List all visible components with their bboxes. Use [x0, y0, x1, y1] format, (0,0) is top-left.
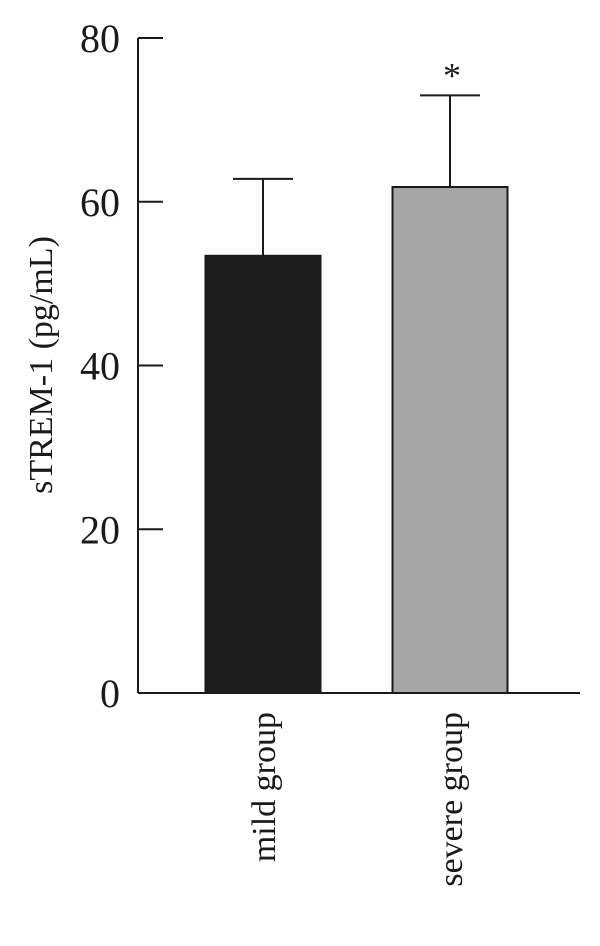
y-axis-label: sTREM-1 (pg/mL): [23, 236, 60, 494]
x-tick-label: mild group: [246, 712, 283, 862]
bar: [204, 254, 322, 694]
y-tick-label: 20: [80, 507, 120, 552]
bar: [391, 186, 509, 694]
y-tick-label: 40: [80, 344, 120, 389]
y-tick-label: 60: [80, 180, 120, 225]
significance-marker: *: [443, 55, 461, 95]
x-tick-label: severe group: [433, 712, 470, 887]
y-tick-label: 80: [80, 16, 120, 61]
y-tick-label: 0: [100, 671, 120, 716]
